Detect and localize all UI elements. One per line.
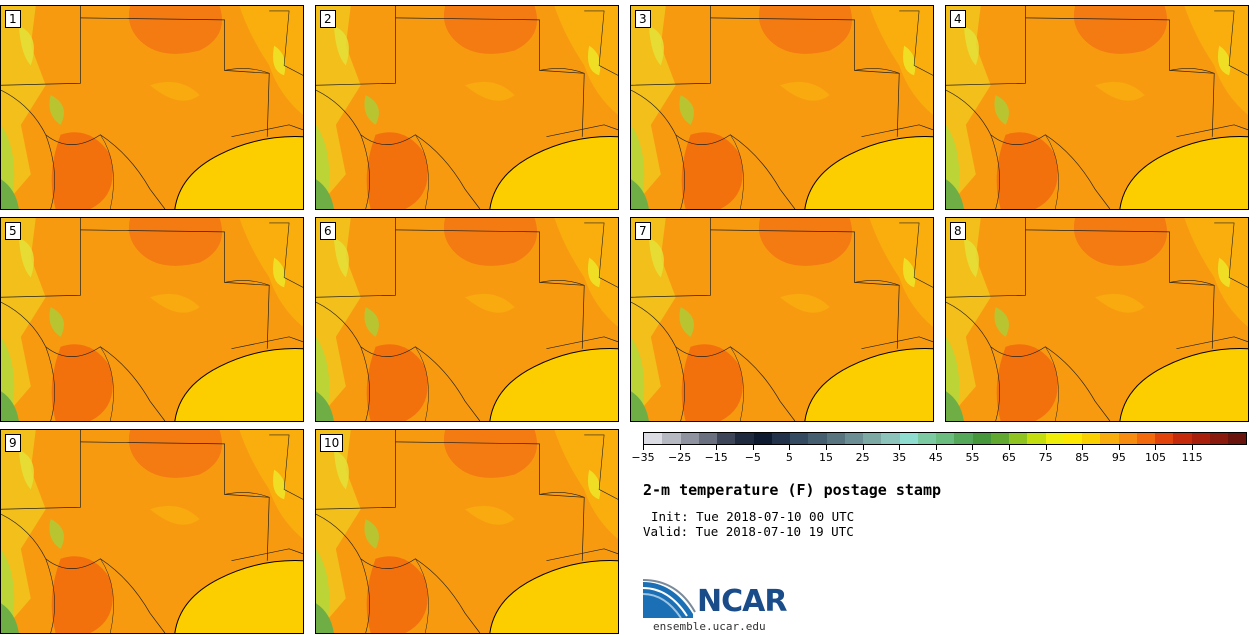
colorbar-segment (1100, 433, 1119, 444)
stamp-label: 10 (320, 434, 344, 452)
stamp-label: 5 (5, 222, 21, 240)
colorbar-ticks: −35 −25 −15 −5 5 15 25 35 45 55 65 75 85 95 105 115 (631, 445, 1247, 467)
colorbar-segment (753, 433, 772, 444)
colorbar-segment (1063, 433, 1082, 444)
colorbar-tick (1155, 445, 1157, 450)
colorbar (643, 432, 1247, 445)
stamp-label: 8 (950, 222, 966, 240)
postage-stamp-8[interactable]: 8 (945, 217, 1249, 422)
colorbar-segment (954, 433, 973, 444)
colorbar-segment (644, 433, 663, 444)
stamp-label: 9 (5, 434, 21, 452)
colorbar-tick (716, 445, 718, 450)
colorbar-tick-label: 75 (1038, 451, 1053, 464)
colorbar-tick (643, 445, 644, 450)
colorbar-tick (935, 445, 937, 450)
colorbar-segment (1136, 433, 1155, 444)
colorbar-segment (863, 433, 882, 444)
colorbar-tick (1192, 445, 1194, 450)
colorbar-tick (972, 445, 974, 450)
colorbar-tick (1082, 445, 1084, 450)
stamp-label: 7 (635, 222, 651, 240)
colorbar-tick-label: 105 (1144, 451, 1166, 464)
colorbar-segment (680, 433, 699, 444)
colorbar-segment (1173, 433, 1192, 444)
colorbar-tick (679, 445, 681, 450)
colorbar-tick-label: −35 (631, 451, 655, 464)
colorbar-tick-label: 85 (1075, 451, 1090, 464)
colorbar-segment (881, 433, 900, 444)
colorbar-segment (717, 433, 736, 444)
colorbar-segment (1027, 433, 1046, 444)
colorbar-tick-label: −5 (744, 451, 761, 464)
colorbar-tick (826, 445, 828, 450)
stamp-label: 6 (320, 222, 336, 240)
colorbar-tick-label: −15 (704, 451, 728, 464)
postage-stamp-1[interactable]: 1 (0, 5, 304, 210)
init-time: Init: Tue 2018-07-10 00 UTC (651, 509, 855, 524)
colorbar-segment (1118, 433, 1137, 444)
colorbar-segment (1155, 433, 1174, 444)
colorbar-segment (1009, 433, 1028, 444)
colorbar-segment (990, 433, 1009, 444)
stamp-label: 1 (5, 10, 21, 28)
colorbar-segment (808, 433, 827, 444)
colorbar-tick (862, 445, 864, 450)
colorbar-tick (1045, 445, 1047, 450)
colorbar-segment (735, 433, 754, 444)
colorbar-segment (826, 433, 845, 444)
colorbar-segment (1228, 433, 1247, 444)
colorbar-segment (1082, 433, 1101, 444)
colorbar-tick-label: 95 (1111, 451, 1126, 464)
colorbar-tick (1118, 445, 1120, 450)
colorbar-segment (1191, 433, 1210, 444)
postage-stamp-3[interactable]: 3 (630, 5, 934, 210)
colorbar-segment (936, 433, 955, 444)
colorbar-tick-label: 25 (855, 451, 870, 464)
postage-stamp-2[interactable]: 2 (315, 5, 619, 210)
stamp-label: 2 (320, 10, 336, 28)
postage-stamp-5[interactable]: 5 (0, 217, 304, 422)
colorbar-tick-label: 115 (1181, 451, 1203, 464)
postage-stamp-7[interactable]: 7 (630, 217, 934, 422)
colorbar-segment (917, 433, 936, 444)
colorbar-segment (698, 433, 717, 444)
valid-time: Valid: Tue 2018-07-10 19 UTC (643, 524, 854, 539)
colorbar-segment (844, 433, 863, 444)
colorbar-segment (972, 433, 991, 444)
colorbar-tick-label: 15 (819, 451, 834, 464)
ncar-logo-icon[interactable] (643, 578, 793, 622)
postage-stamp-10[interactable]: 10 (315, 429, 619, 634)
colorbar-segment (771, 433, 790, 444)
colorbar-tick (752, 445, 754, 450)
stamp-label: 4 (950, 10, 966, 28)
site-url[interactable]: ensemble.ucar.edu (653, 620, 766, 633)
stamp-label: 3 (635, 10, 651, 28)
colorbar-segment (790, 433, 809, 444)
colorbar-tick-label: −25 (667, 451, 692, 464)
colorbar-tick-label: 65 (1002, 451, 1017, 464)
colorbar-tick-label: 45 (928, 451, 943, 464)
colorbar-tick (1009, 445, 1011, 450)
postage-stamp-6[interactable]: 6 (315, 217, 619, 422)
postage-stamp-4[interactable]: 4 (945, 5, 1249, 210)
colorbar-tick-label: 55 (965, 451, 980, 464)
colorbar-tick-label: 35 (892, 451, 907, 464)
colorbar-segment (1209, 433, 1228, 444)
colorbar-tick-label: 5 (785, 451, 793, 464)
colorbar-tick (899, 445, 901, 450)
postage-stamp-9[interactable]: 9 (0, 429, 304, 634)
colorbar-segment (899, 433, 918, 444)
colorbar-tick (789, 445, 791, 450)
ncar-logo-text: NCAR (697, 584, 787, 619)
colorbar-segment (1045, 433, 1064, 444)
colorbar-segment (662, 433, 681, 444)
plot-title: 2-m temperature (F) postage stamp (643, 481, 942, 499)
